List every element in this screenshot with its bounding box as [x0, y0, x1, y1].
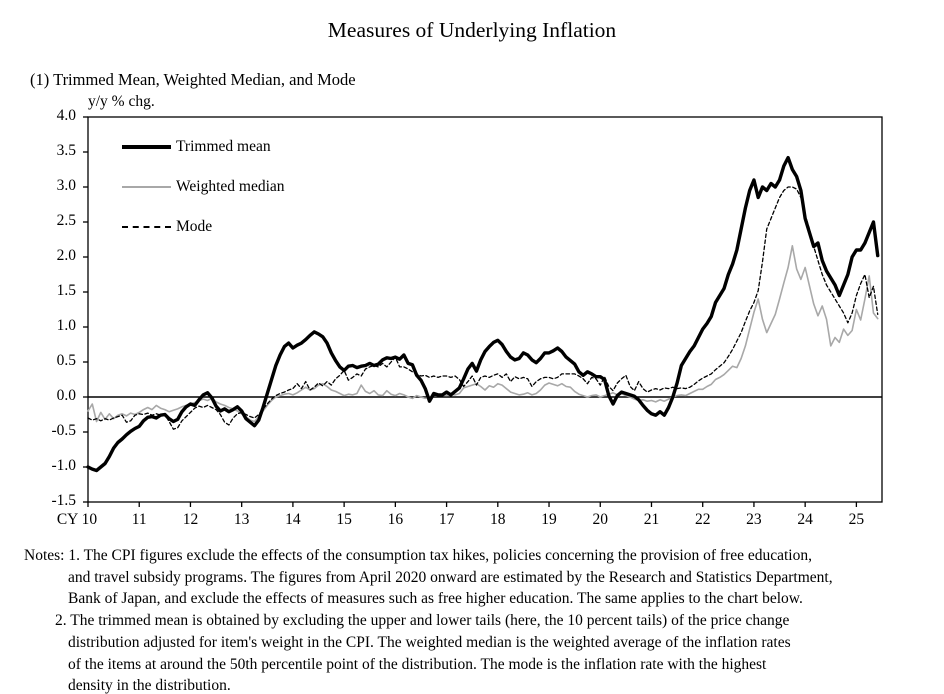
legend-label-trimmed-mean: Trimmed mean: [176, 137, 271, 155]
y-tick-label: -0.5: [51, 422, 76, 439]
note-line: of the items at around the 50th percenti…: [68, 655, 767, 673]
x-tick-label: 18: [490, 511, 506, 528]
chart-notes: Notes: 1. The CPI figures exclude the ef…: [24, 545, 940, 694]
x-tick-label: 17: [438, 511, 455, 528]
y-tick-label: -1.0: [51, 457, 76, 474]
y-tick-label: 2.0: [56, 247, 76, 264]
page-title: Measures of Underlying Inflation: [327, 18, 617, 42]
x-tick-label: 11: [131, 511, 147, 528]
legend-item-trimmed-mean: Trimmed mean: [122, 136, 285, 157]
x-tick-label: 23: [746, 511, 762, 528]
weighted-median-line: [87, 245, 879, 423]
x-tick-label: 15: [336, 511, 352, 528]
note-line: density in the distribution.: [68, 677, 231, 694]
y-tick-label: 0.0: [56, 387, 76, 404]
y-tick-label: 2.5: [56, 212, 76, 229]
chart-legend: Trimmed mean Weighted median Mode: [122, 136, 285, 237]
legend-label-mode: Mode: [176, 217, 213, 235]
note-line: 2. The trimmed mean is obtained by exclu…: [55, 612, 790, 630]
x-tick-label: 19: [541, 511, 557, 528]
y-tick-label: 3.0: [56, 177, 76, 194]
legend-item-mode: Mode: [122, 216, 285, 237]
y-tick-label: -1.5: [51, 492, 76, 509]
mode-line-swatch: [122, 225, 171, 228]
y-axis-unit-label: y/y % chg.: [88, 93, 155, 110]
x-tick-label: 22: [694, 511, 711, 528]
y-tick-label: 3.5: [56, 142, 76, 159]
note-line: and travel subsidy programs. The figures…: [68, 568, 833, 586]
x-tick-label: 13: [233, 511, 250, 528]
x-tick-label: 16: [387, 511, 404, 528]
note-line: Bank of Japan, and exclude the effects o…: [68, 590, 803, 608]
chart-subtitle: (1) Trimmed Mean, Weighted Median, and M…: [30, 70, 356, 89]
note-line: distribution adjusted for item's weight …: [68, 633, 791, 651]
y-tick-label: 1.5: [56, 282, 76, 299]
legend-item-weighted-median: Weighted median: [122, 176, 285, 197]
x-tick-label: 21: [643, 511, 660, 528]
x-tick-label: 24: [797, 511, 813, 528]
x-tick-label: 14: [285, 511, 301, 528]
x-tick-label: 25: [848, 511, 865, 528]
trimmed-mean-line-swatch: [122, 144, 171, 149]
x-tick-label: 12: [182, 511, 199, 528]
weighted-median-line-swatch: [122, 185, 171, 188]
y-tick-label: 0.5: [56, 352, 76, 369]
y-tick-label: 4.0: [56, 107, 76, 124]
note-line: Notes: 1. The CPI figures exclude the ef…: [24, 547, 812, 564]
x-tick-label: 20: [592, 511, 609, 528]
y-tick-label: 1.0: [56, 317, 76, 334]
x-tick-label: CY 10: [56, 511, 98, 528]
legend-label-weighted-median: Weighted median: [176, 177, 285, 195]
